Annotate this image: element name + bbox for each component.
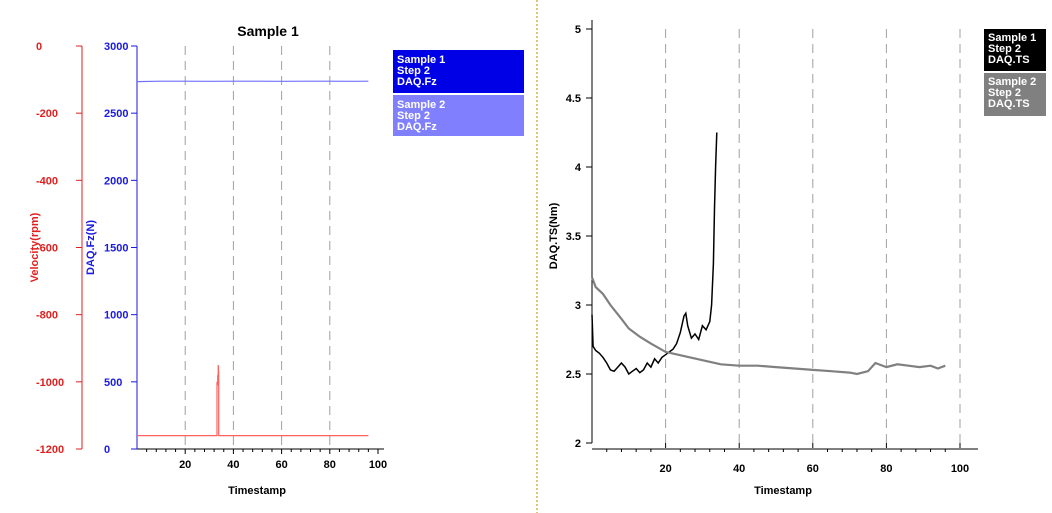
y-tick-label: 3 <box>575 300 581 312</box>
legend-label: Step 2 <box>988 43 1021 55</box>
legend-swatch <box>984 73 1046 116</box>
x-tick-label: 60 <box>275 459 287 471</box>
x-tick-label: 60 <box>807 463 819 475</box>
y-tick-label: 5 <box>575 24 581 36</box>
legend-swatch <box>393 50 524 93</box>
legend-label: Sample 2 <box>988 76 1036 88</box>
legend-label: DAQ.TS <box>988 54 1030 66</box>
legend-label: Sample 1 <box>397 54 445 66</box>
x-tick-label: 80 <box>880 463 892 475</box>
y-tick-label: 4 <box>575 162 582 174</box>
y-tick-label-velocity: -600 <box>36 243 58 255</box>
x-tick-label: 40 <box>227 459 239 471</box>
y-tick-label-fz: 3000 <box>104 41 128 53</box>
legend-label: Step 2 <box>988 87 1021 99</box>
y-tick-label-fz: 2500 <box>104 108 128 120</box>
x-tick-label: 40 <box>733 463 745 475</box>
y-tick-label-velocity: -1200 <box>36 444 64 456</box>
y-tick-label: 2.5 <box>566 369 581 381</box>
y-tick-label-velocity: -400 <box>36 175 58 187</box>
y-tick-label-fz: 1500 <box>104 243 128 255</box>
y-axis-title-velocity: Velocity(rpm) <box>29 212 41 282</box>
legend-label: Sample 1 <box>988 32 1036 44</box>
legend-label: DAQ.Fz <box>397 76 437 88</box>
series-line-velocity <box>137 364 369 437</box>
x-tick-label: 80 <box>324 459 336 471</box>
legend-label: DAQ.Fz <box>397 121 437 133</box>
x-tick-label: 100 <box>369 459 387 471</box>
legend-swatch <box>393 95 524 136</box>
y-tick-label-fz: 0 <box>104 444 110 456</box>
y-tick-label: 3.5 <box>566 231 581 243</box>
legend-label: DAQ.TS <box>988 98 1030 110</box>
x-tick-label: 100 <box>951 463 969 475</box>
legend-label: Step 2 <box>397 65 430 77</box>
y-tick-label-fz: 2000 <box>104 175 128 187</box>
x-tick-label: 20 <box>659 463 671 475</box>
y-tick-label-fz: 1000 <box>104 310 128 322</box>
x-axis-title: Timestamp <box>754 485 812 497</box>
y-tick-label-velocity: -800 <box>36 310 58 322</box>
y-tick-label: 4.5 <box>566 93 581 105</box>
x-axis-title: Timestamp <box>228 485 286 497</box>
series-line-ts-1 <box>591 132 718 376</box>
y-tick-label: 2 <box>575 438 581 450</box>
chart-title: Sample 1 <box>237 23 299 39</box>
y-tick-label-velocity: 0 <box>36 41 42 53</box>
x-tick-label: 20 <box>179 459 191 471</box>
y-axis-title: DAQ.TS(Nm) <box>548 202 560 269</box>
y-axis-title-fz: DAQ.Fz(N) <box>85 220 97 275</box>
y-tick-label-fz: 500 <box>104 377 122 389</box>
y-tick-label-velocity: -200 <box>36 108 58 120</box>
legend-label: Step 2 <box>397 110 430 122</box>
series-line-ts-2 <box>590 277 946 376</box>
legend-swatch <box>984 29 1046 71</box>
y-tick-label-velocity: -1000 <box>36 377 64 389</box>
legend-label: Sample 2 <box>397 99 445 111</box>
